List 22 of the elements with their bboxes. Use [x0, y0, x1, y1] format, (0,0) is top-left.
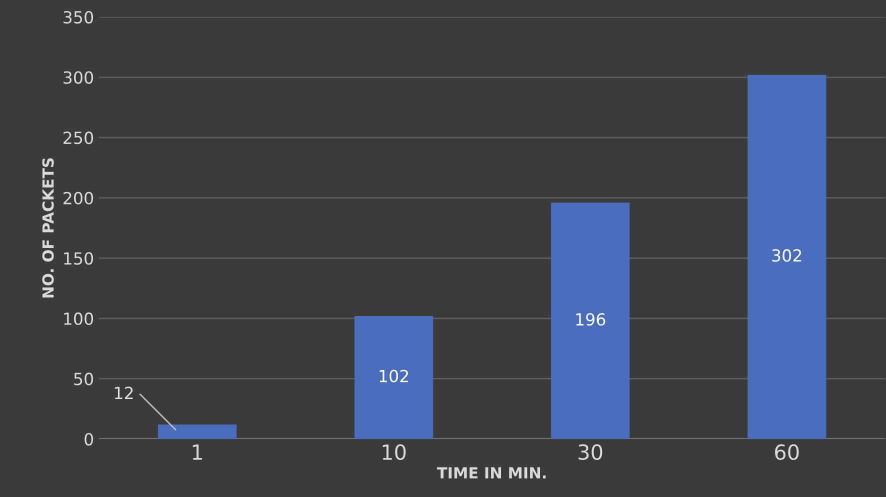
y-tick-label: 250	[64, 132, 94, 144]
data-label: 12	[115, 386, 133, 399]
y-tick-label: 200	[64, 192, 94, 204]
y-axis-title: NO. OF PACKETS	[42, 158, 54, 298]
x-tick-label: 1	[192, 444, 202, 460]
data-label: 196	[576, 313, 606, 326]
bar	[354, 316, 434, 439]
y-tick-label: 150	[64, 252, 94, 265]
y-tick-label: 0	[84, 432, 94, 446]
y-tick-label: 350	[64, 10, 94, 24]
bar	[748, 74, 826, 439]
x-tick-label: 60	[775, 444, 799, 460]
y-tick-label: 50	[74, 372, 94, 386]
bar	[158, 424, 237, 439]
x-axis-title: TIME IN MIN.	[436, 467, 546, 478]
data-label: 102	[380, 370, 408, 382]
x-tick-label: 30	[578, 444, 602, 460]
bar	[551, 202, 630, 439]
x-tick-label: 10	[382, 444, 406, 460]
y-tick-label: 100	[64, 312, 94, 325]
data-label: 302	[772, 249, 802, 262]
y-tick-label: 300	[64, 71, 94, 84]
